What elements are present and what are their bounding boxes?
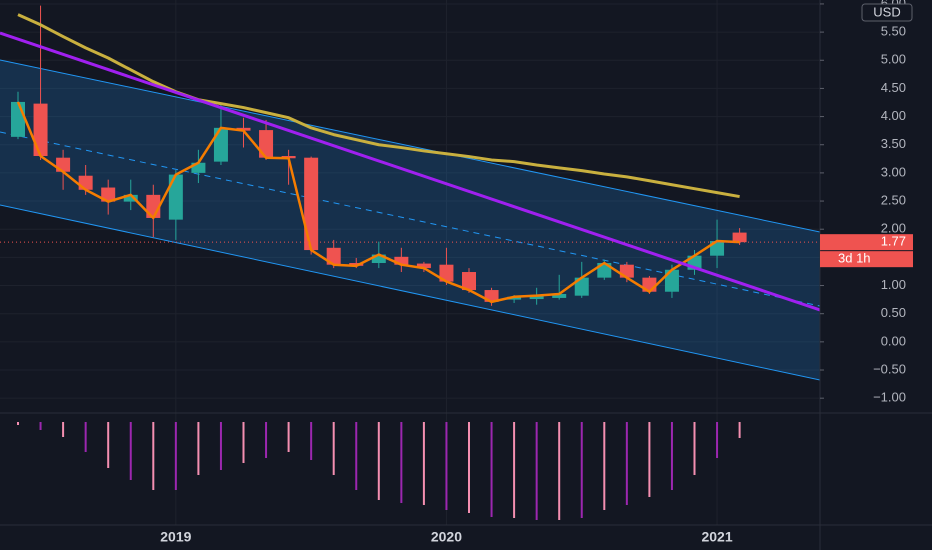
oscillator-bar [535, 422, 538, 520]
candle-body [416, 263, 431, 269]
oscillator-bar [445, 422, 448, 510]
y-tick-label: 3.00 [881, 164, 906, 179]
oscillator-bar [17, 422, 19, 425]
candle-body [439, 264, 454, 282]
x-tick-label: 2019 [160, 529, 191, 545]
oscillator-bar [152, 422, 155, 490]
candle-body [304, 157, 319, 251]
oscillator-bar [558, 422, 561, 520]
channel-lower [0, 204, 820, 381]
marks [0, 5, 820, 306]
oscillator-bar [332, 422, 335, 475]
candle-body [349, 263, 364, 266]
oscillator-bar [310, 422, 313, 460]
oscillator-bar [287, 422, 290, 452]
oscillator-bar [377, 422, 380, 500]
candle-body [326, 247, 341, 265]
candle-body [101, 187, 116, 202]
oscillator-bar [603, 422, 606, 510]
candle-body [123, 194, 138, 202]
candle-body [236, 127, 251, 131]
y-tick-label: −0.50 [873, 361, 906, 376]
oscillator-bar [468, 422, 470, 513]
oscillator [17, 422, 741, 520]
currency: USD [873, 4, 900, 19]
candle-body [507, 296, 522, 300]
candle-body [574, 277, 589, 296]
y-tick-label: 1.00 [881, 277, 906, 292]
price-axis: 6.005.505.004.504.003.503.002.502.001.50… [820, 0, 913, 405]
oscillator-bar [84, 422, 87, 452]
channel-upper [0, 59, 820, 233]
oscillator-bar [580, 422, 583, 518]
candle-body [732, 232, 747, 243]
oscillator-bar [693, 422, 696, 475]
y-tick-label: 2.50 [881, 192, 906, 207]
y-tick-label: 5.00 [881, 52, 906, 67]
y-tick-label: 4.00 [881, 108, 906, 123]
candle-body [371, 254, 386, 264]
y-tick-label: −1.00 [873, 390, 906, 405]
channel-fill [0, 60, 820, 380]
candle-body [213, 127, 228, 162]
trend-line [0, 31, 820, 312]
oscillator-bar [648, 422, 651, 497]
y-tick-label: 2.00 [881, 221, 906, 236]
oscillator-bar [174, 422, 177, 490]
oscillator-bar [242, 422, 245, 463]
oscillator-bar [39, 422, 42, 430]
oscillator-bar [62, 422, 65, 437]
y-tick-label: 5.50 [881, 24, 906, 39]
candle-body [168, 174, 183, 220]
channel-mid [0, 131, 820, 307]
candle-body [664, 269, 679, 292]
last-price-box [820, 234, 913, 251]
candle-body [259, 130, 274, 158]
candle-body [394, 256, 409, 265]
candle-body [484, 290, 499, 302]
candle-body [552, 293, 567, 298]
oscillator-bar [670, 422, 673, 490]
oscillator-bar [738, 422, 741, 438]
close-line [16, 101, 740, 304]
oscillator-bar [625, 422, 628, 505]
y-tick-label: 4.50 [881, 80, 906, 95]
oscillator-bar [265, 422, 268, 458]
candle-body [462, 272, 476, 291]
countdown: 3d 1h [838, 251, 871, 266]
currency-box[interactable] [861, 3, 913, 22]
oscillator-bar [716, 422, 719, 458]
candle-body [191, 162, 206, 173]
y-tick-label: 0.50 [881, 305, 906, 320]
candle-body [33, 103, 48, 157]
oscillator-bar [129, 422, 132, 480]
candle-body [78, 175, 93, 190]
x-tick-label: 2021 [701, 529, 732, 545]
candle-body [11, 101, 25, 137]
oscillator-bar [197, 422, 200, 475]
last-price-label: 1.77 [881, 234, 906, 249]
moving-average [17, 13, 740, 199]
oscillator-bar [490, 422, 493, 517]
oscillator-bar [400, 422, 403, 503]
y-tick-label: 0.00 [881, 333, 906, 348]
oscillator-bar [422, 422, 425, 505]
oscillator-bar [513, 422, 516, 518]
oscillator-bar [107, 422, 110, 468]
oscillator-bar [219, 422, 222, 470]
oscillator-bar [355, 422, 358, 490]
candle-body [529, 295, 544, 300]
x-tick-label: 2020 [431, 529, 462, 545]
y-tick-label: 3.50 [881, 136, 906, 151]
channel [0, 59, 820, 381]
countdown-box [820, 251, 913, 268]
